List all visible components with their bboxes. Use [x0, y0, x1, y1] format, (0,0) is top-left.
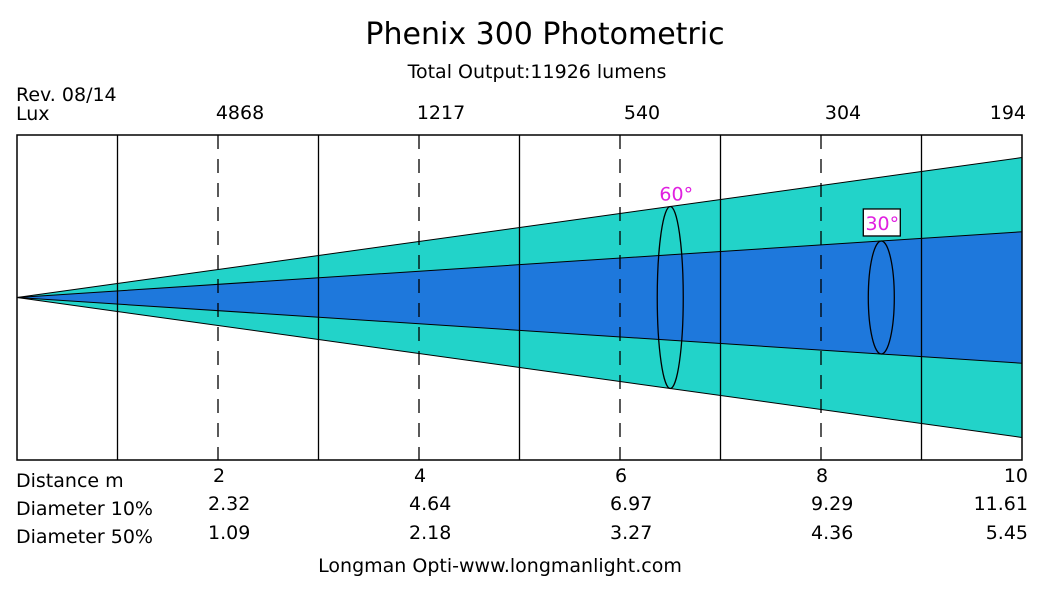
distance-value: 2 — [213, 465, 225, 487]
diameter50-value: 1.09 — [208, 522, 250, 544]
diameter10-value: 11.61 — [974, 493, 1028, 515]
beam-angle-label: 60° — [659, 184, 693, 206]
lux-value: 194 — [990, 102, 1026, 124]
lux-value: 4868 — [216, 102, 264, 124]
beam-angle-ellipse — [867, 240, 895, 355]
footer-credit: Longman Opti-www.longmanlight.com — [318, 555, 682, 577]
distance-value: 10 — [1004, 465, 1028, 487]
distance-value: 6 — [615, 465, 627, 487]
lux-value: 540 — [624, 102, 660, 124]
chart-subtitle: Total Output:11926 lumens — [407, 61, 667, 83]
distance-value: 8 — [816, 465, 828, 487]
beam-angle-label-box — [862, 208, 901, 237]
beam-angle-label: 30° — [865, 213, 899, 235]
distance-value: 4 — [414, 465, 426, 487]
diameter10-value: 2.32 — [208, 493, 250, 515]
diameter50-value: 2.18 — [409, 522, 451, 544]
diameter50-value: 4.36 — [811, 522, 853, 544]
distance-row-label: Distance m — [16, 470, 124, 492]
diameter50-row-label: Diameter 50% — [16, 526, 153, 548]
diameter10-value: 6.97 — [610, 493, 652, 515]
diameter10-row-label: Diameter 10% — [16, 498, 153, 520]
lux-value: 1217 — [417, 102, 465, 124]
chart-title: Phenix 300 Photometric — [365, 17, 724, 52]
diameter50-value: 5.45 — [986, 522, 1028, 544]
diameter10-value: 9.29 — [811, 493, 853, 515]
diameter10-value: 4.64 — [409, 493, 451, 515]
lux-value: 304 — [825, 102, 861, 124]
diameter50-value: 3.27 — [610, 522, 652, 544]
revision-label: Rev. 08/14 — [16, 84, 117, 106]
beam-angle-ellipse — [656, 205, 684, 390]
lux-label: Lux — [16, 103, 50, 125]
